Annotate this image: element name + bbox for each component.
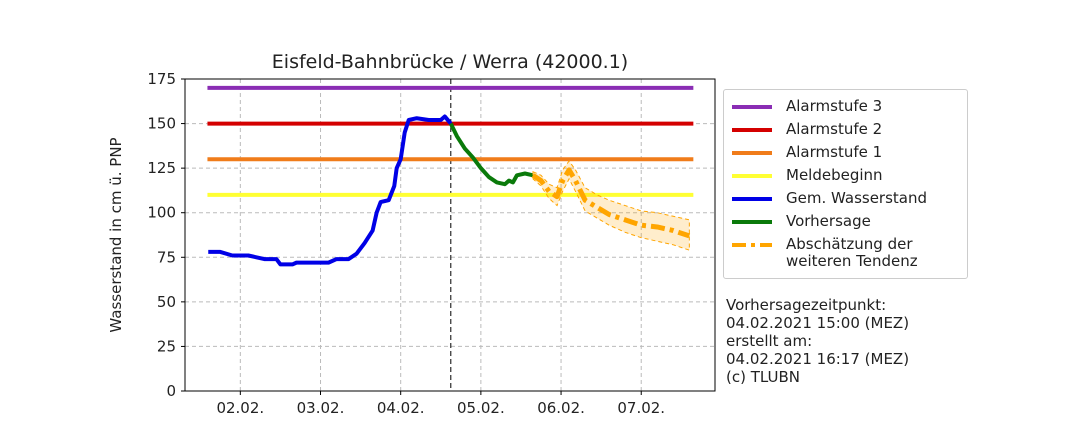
plot-frame	[184, 78, 716, 392]
legend-swatch	[732, 174, 772, 178]
legend-item: Gem. Wasserstand	[730, 190, 967, 207]
legend-item: Vorhersage	[730, 213, 967, 230]
y-tick-label: 125	[147, 159, 176, 177]
annotation: erstellt am:	[726, 332, 813, 350]
legend-swatch	[732, 151, 772, 155]
legend-swatch	[732, 220, 772, 224]
annotation: 04.02.2021 15:00 (MEZ)	[726, 314, 910, 332]
legend-label: Gem. Wasserstand	[786, 189, 928, 207]
legend-swatch	[732, 243, 772, 247]
y-tick-label: 175	[147, 70, 176, 88]
y-axis-label: Wasserstand in cm ü. PNP	[107, 137, 125, 332]
y-tick-label: 150	[147, 115, 176, 133]
legend-item: Alarmstufe 3	[730, 98, 967, 115]
x-tick-label: 04.02.	[377, 399, 425, 417]
legend-item: Abschätzung der weiteren Tendenz	[730, 236, 967, 270]
x-tick-label: 02.02.	[216, 399, 264, 417]
legend: Alarmstufe 3 Alarmstufe 2 Alarmstufe 1 Meld…	[723, 89, 968, 279]
series-line	[449, 122, 534, 187]
legend-item: Meldebeginn	[730, 167, 967, 184]
series-line	[531, 167, 691, 239]
legend-label: Alarmstufe 3	[786, 97, 883, 115]
legend-item: Alarmstufe 2	[730, 121, 967, 138]
series-line	[208, 114, 453, 267]
y-tick-label: 50	[157, 293, 176, 311]
legend-swatch	[732, 197, 772, 201]
legend-label: Alarmstufe 1	[786, 143, 883, 161]
annotation: (c) TLUBN	[726, 368, 800, 386]
y-tick-label: 25	[157, 337, 176, 355]
legend-label: Vorhersage	[786, 212, 871, 230]
x-tick-label: 07.02.	[617, 399, 665, 417]
y-tick-label: 75	[157, 248, 176, 266]
annotation: 04.02.2021 16:17 (MEZ)	[726, 350, 910, 368]
uncertainty-band	[532, 160, 690, 251]
annotation: Vorhersagezeitpunkt:	[726, 296, 887, 314]
y-tick-label: 0	[166, 382, 176, 400]
y-tick-label: 100	[147, 204, 176, 222]
legend-swatch	[732, 105, 772, 109]
legend-label: Meldebeginn	[786, 166, 883, 184]
legend-swatch	[732, 128, 772, 132]
legend-item: Alarmstufe 1	[730, 144, 967, 161]
annotations: Vorhersagezeitpunkt: 04.02.2021 15:00 (ME…	[726, 296, 909, 386]
chart-title: Eisfeld-Bahnbrücke / Werra (42000.1)	[272, 51, 628, 73]
x-tick-label: 03.02.	[297, 399, 345, 417]
legend-label: Abschätzung der weiteren Tendenz	[786, 235, 918, 270]
legend-label: Alarmstufe 2	[786, 120, 883, 138]
x-tick-label: 05.02.	[457, 399, 505, 417]
x-tick-label: 06.02.	[537, 399, 585, 417]
